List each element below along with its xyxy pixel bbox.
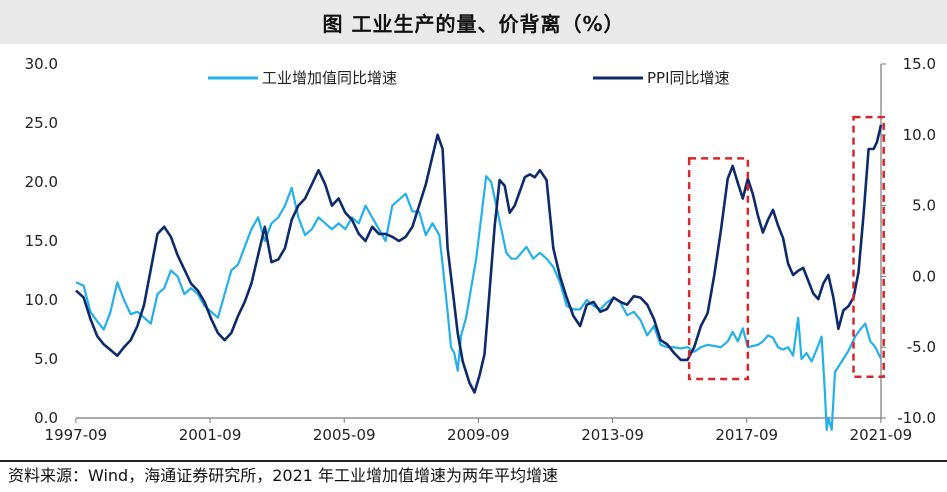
- x-tick-label: 2021-09: [850, 426, 913, 444]
- x-tick-label: 2009-09: [447, 426, 510, 444]
- series-line-industrial-growth: [75, 175, 882, 431]
- left-tick-label: 0.0: [34, 409, 58, 427]
- left-tick-label: 20.0: [25, 173, 58, 191]
- left-tick-label: 5.0: [34, 350, 58, 368]
- highlight-box-1: [687, 157, 750, 381]
- left-tick-label: 10.0: [25, 291, 58, 309]
- x-tick-label: 2001-09: [179, 426, 242, 444]
- plot-area: 0.0 5.0 10.0 15.0 20.0 25.0 30.0 -10.0 -5.0 0.0 5.…: [25, 55, 936, 444]
- x-tick-label: 1997-09: [45, 426, 108, 444]
- right-tick-label: -5.0: [907, 338, 936, 356]
- left-tick-label: 15.0: [25, 232, 58, 250]
- right-tick-label: 0.0: [912, 267, 936, 285]
- left-tick-label: 25.0: [25, 114, 58, 132]
- chart-title-bar: 图 工业生产的量、价背离（%）: [0, 0, 947, 44]
- highlight-box-2: [852, 115, 885, 378]
- series-line-ppi: [75, 124, 883, 394]
- right-tick-label: -10.0: [897, 409, 936, 427]
- source-note: 资料来源：Wind，海通证券研究所，2021 年工业增加值增速为两年平均增速: [0, 460, 947, 492]
- legend-label-industrial-growth: 工业增加值同比增速: [262, 69, 397, 87]
- x-tick-label: 2013-09: [581, 426, 644, 444]
- chart: 0.0 5.0 10.0 15.0 20.0 25.0 30.0 -10.0 -5.0 0.0 5.…: [25, 55, 936, 444]
- x-tick-label: 2005-09: [313, 426, 376, 444]
- left-tick-label: 30.0: [25, 55, 58, 73]
- right-tick-label: 10.0: [903, 126, 936, 144]
- legend-label-ppi: PPI同比增速: [647, 69, 730, 87]
- chart-title: 图 工业生产的量、价背离（%）: [322, 11, 625, 36]
- right-tick-label: 15.0: [903, 55, 936, 73]
- right-tick-label: 5.0: [912, 197, 936, 215]
- x-tick-label: 2017-09: [715, 426, 778, 444]
